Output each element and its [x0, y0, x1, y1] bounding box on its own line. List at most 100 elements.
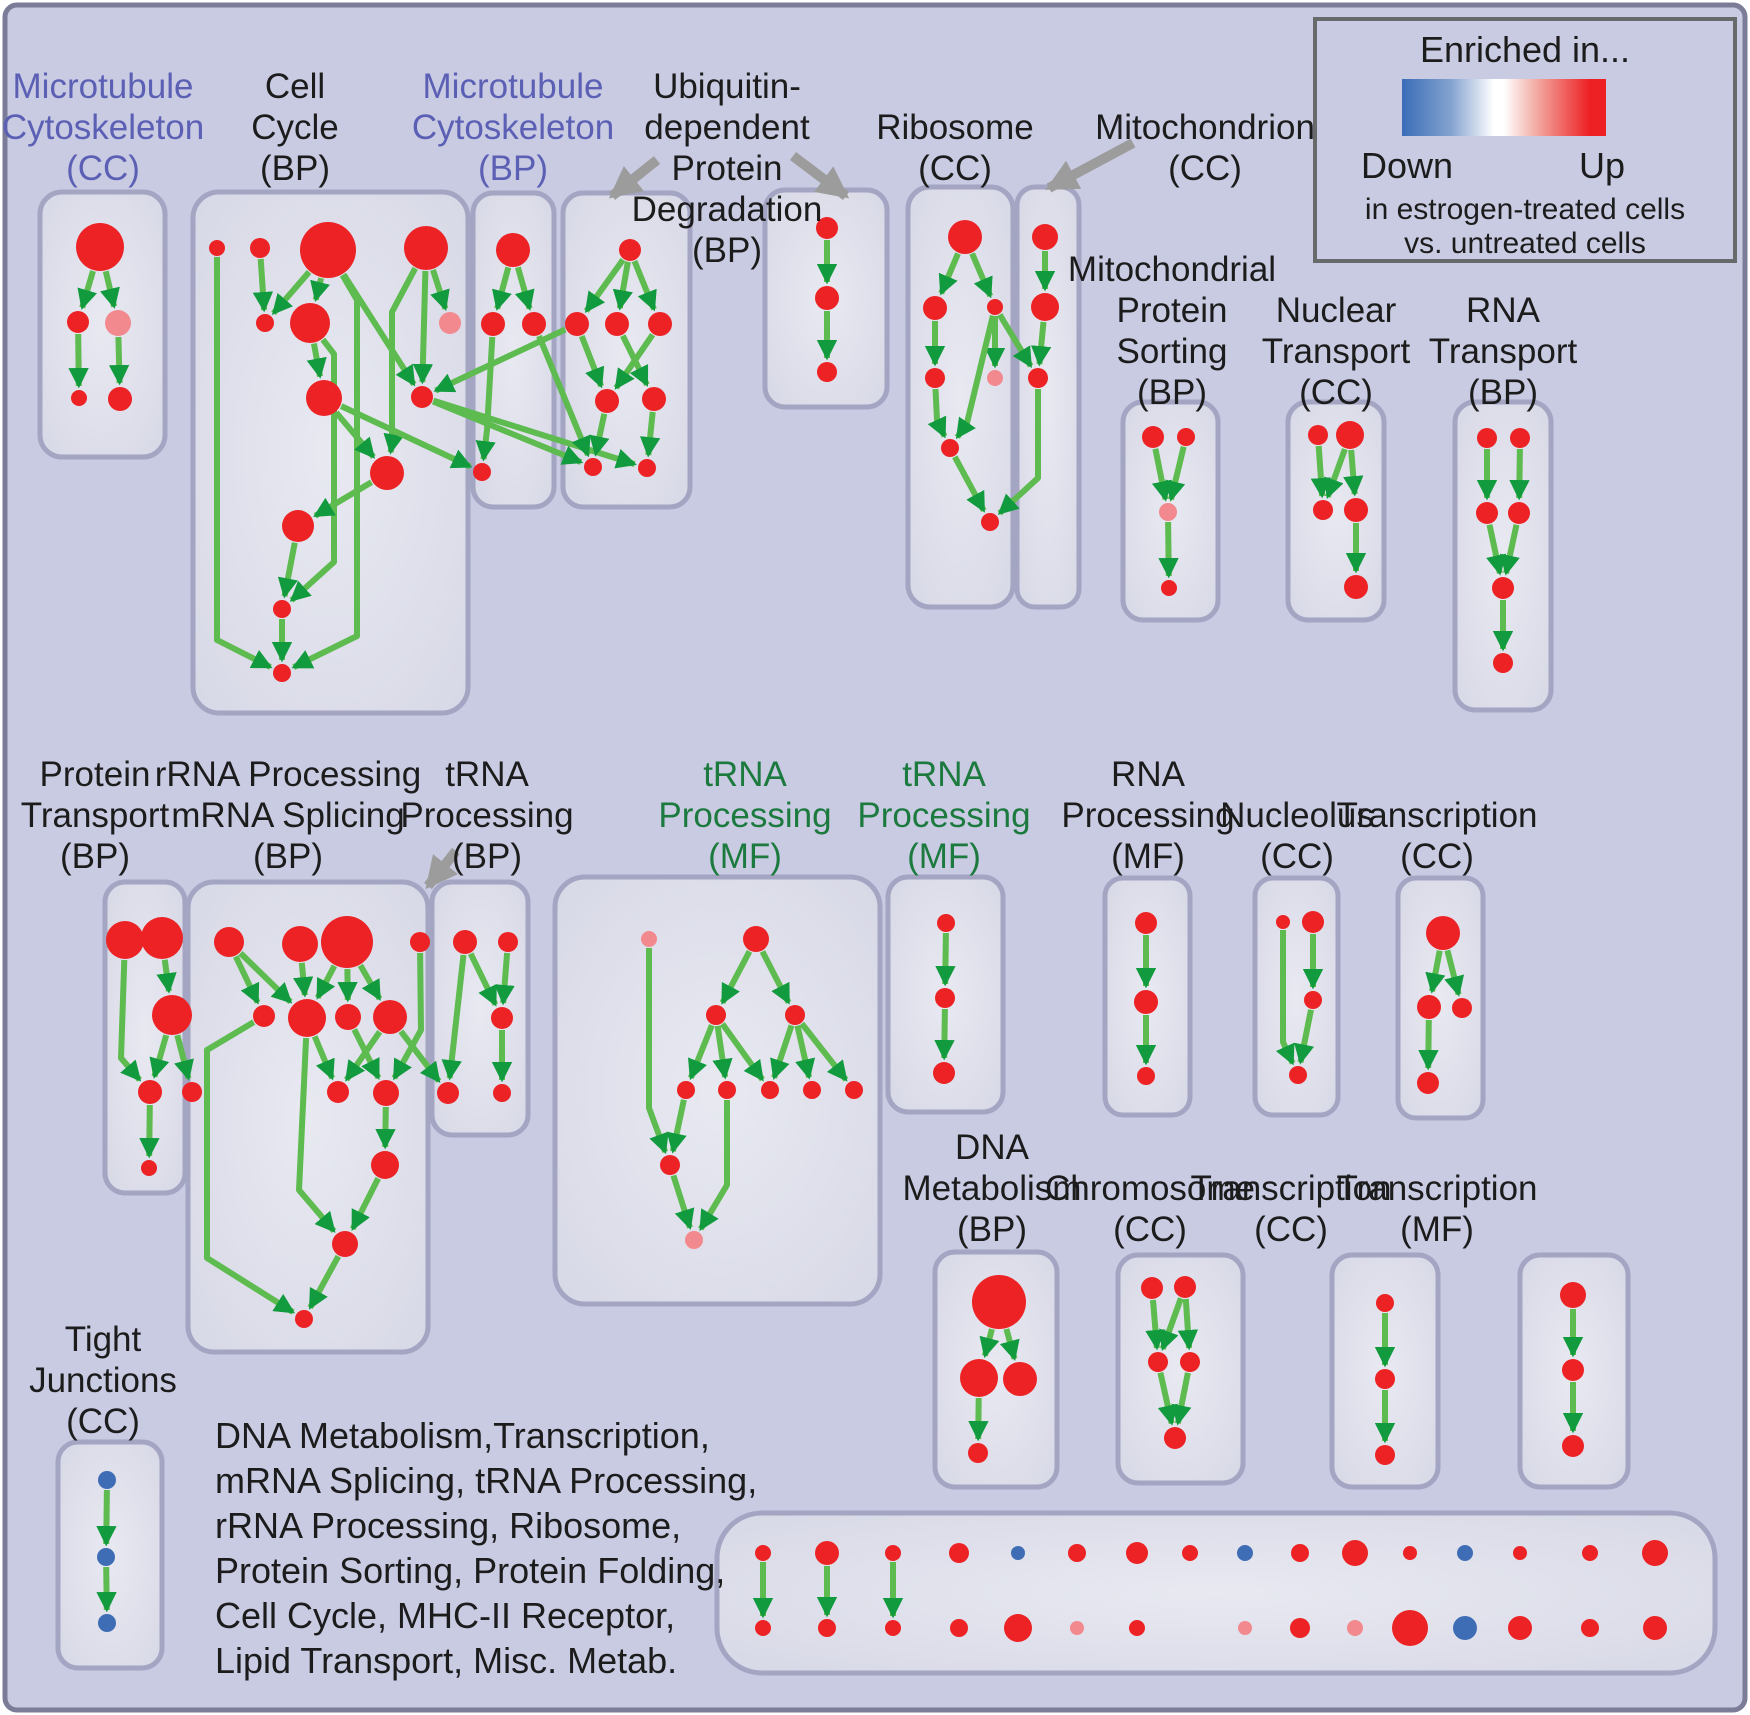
group-label-protein-transport-bp-line1: Protein: [40, 755, 151, 794]
label-pointer-arrow-4: [424, 847, 460, 890]
go-node-pt4: [138, 1080, 162, 1104]
group-label-ribosome-cc-line2: (CC): [918, 149, 992, 188]
go-node-s1: [1477, 428, 1497, 448]
edge-s4-s5: [1499, 524, 1520, 576]
go-node-r4: [925, 368, 945, 388]
label-pointer-arrow-3: [1045, 138, 1136, 193]
go-node-b14: [1513, 1546, 1527, 1560]
group-label-ribosome-cc-line1: Ribosome: [876, 108, 1034, 147]
go-node-r1: [948, 220, 982, 254]
edge-f4-f8: [794, 1025, 816, 1080]
group-label-transcription-mf-line1: Transcription: [1337, 1169, 1538, 1208]
go-node-d1: [972, 1275, 1026, 1329]
go-node-b15: [1582, 1545, 1598, 1561]
go-node-g10: [373, 1080, 399, 1106]
go-node-z15: [1643, 1616, 1667, 1640]
edge-c4-c9: [412, 270, 434, 385]
group-label-dna-metabolism-bp-line3: (BP): [957, 1210, 1027, 1249]
edge-f4-f9: [799, 1021, 849, 1082]
group-label-rna-transport-bp-line2: Transport: [1429, 332, 1578, 371]
go-node-j2: [1302, 911, 1324, 933]
go-node-v1: [816, 217, 838, 239]
group-label-cell-cycle-bp-line1: Cell: [265, 67, 325, 106]
note-block-line4: Protein Sorting, Protein Folding,: [215, 1550, 725, 1591]
go-node-d3: [1003, 1362, 1037, 1396]
go-node-k1: [1426, 916, 1460, 950]
legend-caption-line1: in estrogen-treated cells: [1364, 193, 1686, 226]
edge-t1-t4: [441, 954, 467, 1081]
go-node-z11: [1392, 1610, 1428, 1646]
go-node-u0: [619, 239, 641, 261]
edge-m1-m2: [492, 266, 512, 311]
group-box-protein-transport: [102, 879, 188, 1196]
edge-s3-s5: [1486, 524, 1507, 576]
go-node-b8: [1182, 1545, 1198, 1561]
go-node-g4: [410, 932, 430, 952]
go-node-o2: [1562, 1359, 1584, 1381]
go-node-t4: [437, 1082, 459, 1104]
edge-c3-c6: [310, 277, 330, 303]
group-label-protein-transport-bp-line2: Transport: [21, 796, 170, 835]
edge-p2-p3: [1165, 445, 1187, 502]
go-node-g8: [373, 1000, 407, 1034]
go-node-z6: [1070, 1621, 1084, 1635]
go-node-f4: [785, 1005, 805, 1025]
edge-a1-a2: [77, 270, 98, 310]
edge-pt3-pt5: [174, 1034, 194, 1081]
label-pointer-arrow-1: [608, 156, 661, 200]
edge-h2-h3: [934, 1008, 955, 1061]
edge-g3-g6: [315, 964, 338, 1000]
group-label-trna-processing-mf-1-line2: Processing: [658, 796, 831, 835]
group-label-ubiquitin-bp-line1: Ubiquitin-: [653, 67, 801, 106]
edge-pt4-pt6: [139, 1104, 160, 1159]
go-node-b13: [1457, 1545, 1473, 1561]
go-node-z12: [1453, 1616, 1477, 1640]
go-node-a4: [71, 390, 87, 406]
group-label-trna-processing-mf-2-line1: tRNA: [902, 755, 986, 794]
edge-w3-r7: [997, 389, 1041, 516]
go-node-pt5: [182, 1082, 202, 1102]
edge-f10-f11: [670, 1174, 695, 1230]
edge-t2-t3: [494, 952, 515, 1006]
group-label-trna-processing-bp-line1: tRNA: [445, 755, 529, 794]
go-node-u1: [565, 312, 589, 336]
group-box-nucleolus: [1252, 875, 1341, 1118]
go-node-t2: [498, 932, 518, 952]
go-node-e5: [1164, 1427, 1186, 1449]
edge-u0-u3: [631, 259, 657, 312]
go-node-c8: [306, 380, 342, 416]
edge-j1-j4: [1275, 930, 1296, 1066]
go-node-f5: [677, 1081, 695, 1099]
edge-c9-u6: [431, 398, 584, 465]
edge-q1-q3: [1310, 445, 1332, 499]
go-node-k2: [1417, 995, 1441, 1019]
go-node-z13: [1508, 1616, 1532, 1640]
group-label-dna-metabolism-bp-line1: DNA: [955, 1128, 1030, 1167]
note-block-line2: mRNA Splicing, tRNA Processing,: [215, 1460, 757, 1501]
go-node-g6: [288, 999, 326, 1037]
go-node-z5: [1004, 1614, 1032, 1642]
group-label-microtubule-cc-line3: (CC): [66, 149, 140, 188]
group-box-trna-mf-big: [552, 874, 883, 1307]
legend-title: Enriched in...: [1419, 29, 1631, 70]
edge-k1-k2: [1425, 950, 1446, 994]
go-node-q3: [1313, 500, 1333, 520]
group-label-nuclear-transport-cc-line2: Transport: [1262, 332, 1411, 371]
go-node-j3: [1304, 991, 1322, 1009]
go-node-l1: [1376, 1294, 1394, 1312]
group-label-microtubule-bp-line3: (BP): [478, 149, 548, 188]
go-node-p1: [1142, 426, 1164, 448]
go-node-a2: [67, 311, 89, 333]
go-node-c9: [411, 386, 433, 408]
go-node-r2: [923, 296, 947, 320]
go-node-s3: [1476, 502, 1498, 524]
go-node-b1: [755, 1545, 771, 1561]
go-node-l3: [1375, 1445, 1395, 1465]
edge-m1-m3: [514, 266, 535, 311]
group-label-trna-processing-mf-1-line3: (MF): [708, 837, 782, 876]
group-label-microtubule-bp-line2: Cytoskeleton: [412, 108, 614, 147]
go-node-c7: [439, 312, 461, 334]
group-box-dna-metabolism: [932, 1249, 1060, 1490]
go-node-h2: [935, 988, 955, 1008]
